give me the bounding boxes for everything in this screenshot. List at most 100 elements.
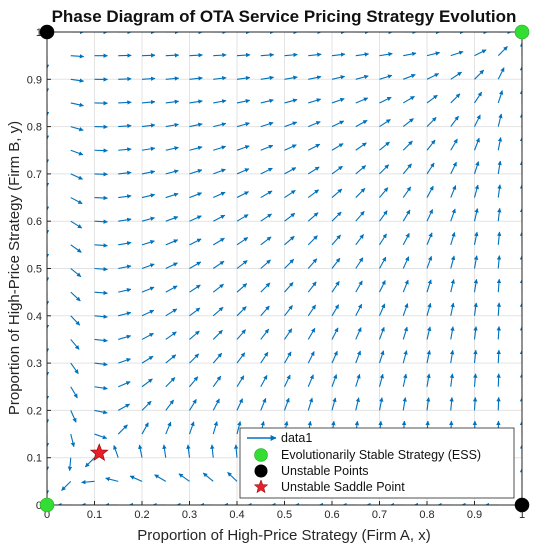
vector-arrow [210,444,215,458]
vector-arrow [189,261,202,269]
vector-arrow [474,114,481,127]
vector-arrow [496,302,502,316]
vector-arrow [426,139,436,151]
vector-arrow [403,51,417,57]
vector-arrow [402,118,414,128]
vector-arrow [141,193,156,199]
vector-arrow [450,93,461,104]
vector-arrow [355,142,367,151]
vector-arrow [402,163,412,175]
vector-arrow [162,444,167,458]
vector-arrow [472,396,478,411]
vector-arrow [307,397,314,411]
x-tick-label: 0.6 [324,509,339,521]
vector-arrow [307,189,320,198]
vector-arrow [178,473,190,482]
vector-arrow [118,381,131,388]
vector-arrow [236,75,251,81]
vector-arrow [118,264,132,270]
x-axis-label: Proportion of High-Price Strategy (Firm … [137,527,430,544]
vector-arrow [497,46,508,57]
vector-arrow [284,351,292,364]
vector-arrow [450,185,457,198]
vector-arrow [379,280,386,293]
vector-arrow [189,169,203,175]
vector-arrow [355,303,363,317]
vector-arrow [307,327,316,340]
vector-arrow [402,373,408,387]
vector-arrow [165,331,177,340]
vector-arrow [450,161,457,175]
x-tick-label: 0.9 [467,509,482,521]
vector-arrow [118,147,132,152]
vector-arrow [94,338,108,343]
y-tick-label: 0.7 [27,169,42,181]
vector-arrow [189,376,199,388]
vector-arrow [308,98,322,104]
vector-arrow [70,291,81,302]
vector-arrow [474,49,487,57]
vector-arrow [284,235,295,246]
vector-arrow [402,95,415,104]
vector-arrow [426,349,432,364]
vector-arrow [118,287,132,293]
vector-arrow [260,144,274,151]
vector-arrow [331,397,337,411]
vector-arrow [308,121,321,128]
vector-arrow [70,173,84,180]
vector-arrow [355,397,360,411]
vector-arrow [236,352,246,364]
vector-arrow [426,73,440,80]
vector-arrow [474,69,485,80]
vector-arrow [331,165,343,175]
vector-arrow [141,146,156,151]
vector-arrow [189,238,202,246]
vector-arrow [379,210,388,222]
vector-arrow [355,165,367,175]
vector-arrow [236,283,248,293]
vector-arrow [450,115,459,127]
vector-arrow [450,208,456,222]
vector-arrow [378,373,384,387]
vector-arrow [84,457,95,468]
legend-label-saddle: Unstable Saddle Point [281,480,405,494]
vector-arrow [331,374,338,387]
vector-arrow [212,260,225,269]
vector-arrow [70,54,85,59]
vector-arrow [212,421,218,435]
vector-arrow [189,99,203,104]
vector-arrow [307,374,314,387]
vector-arrow [70,410,77,423]
vector-arrow [260,75,275,81]
ess-point-marker [514,24,530,40]
vector-arrow [402,186,412,198]
vector-arrow [113,445,119,458]
vector-arrow [284,258,295,269]
vector-arrow [284,328,293,340]
vector-arrow [473,137,480,151]
vector-arrow [307,143,321,151]
vector-arrow [141,422,149,435]
vector-arrow [189,215,202,222]
y-tick-label: 0 [36,500,42,512]
vector-arrow [141,400,152,411]
vector-arrow [260,213,272,222]
vector-arrow [379,52,393,57]
vector-arrow [284,282,294,293]
vector-arrow [94,362,108,367]
vector-arrow [94,172,108,177]
vector-arrow [165,169,179,175]
vector-arrow [402,303,409,316]
vector-arrow [189,307,201,317]
vector-arrow [118,194,132,199]
vector-arrow [379,96,392,104]
vector-arrow [94,266,108,272]
vector-arrow [307,304,317,317]
vector-arrow [236,145,250,151]
vector-arrow [402,279,409,293]
x-tick-label: 0.3 [182,509,197,521]
vector-arrow [70,315,81,326]
vector-arrow [355,52,370,57]
vector-arrow [449,349,455,364]
